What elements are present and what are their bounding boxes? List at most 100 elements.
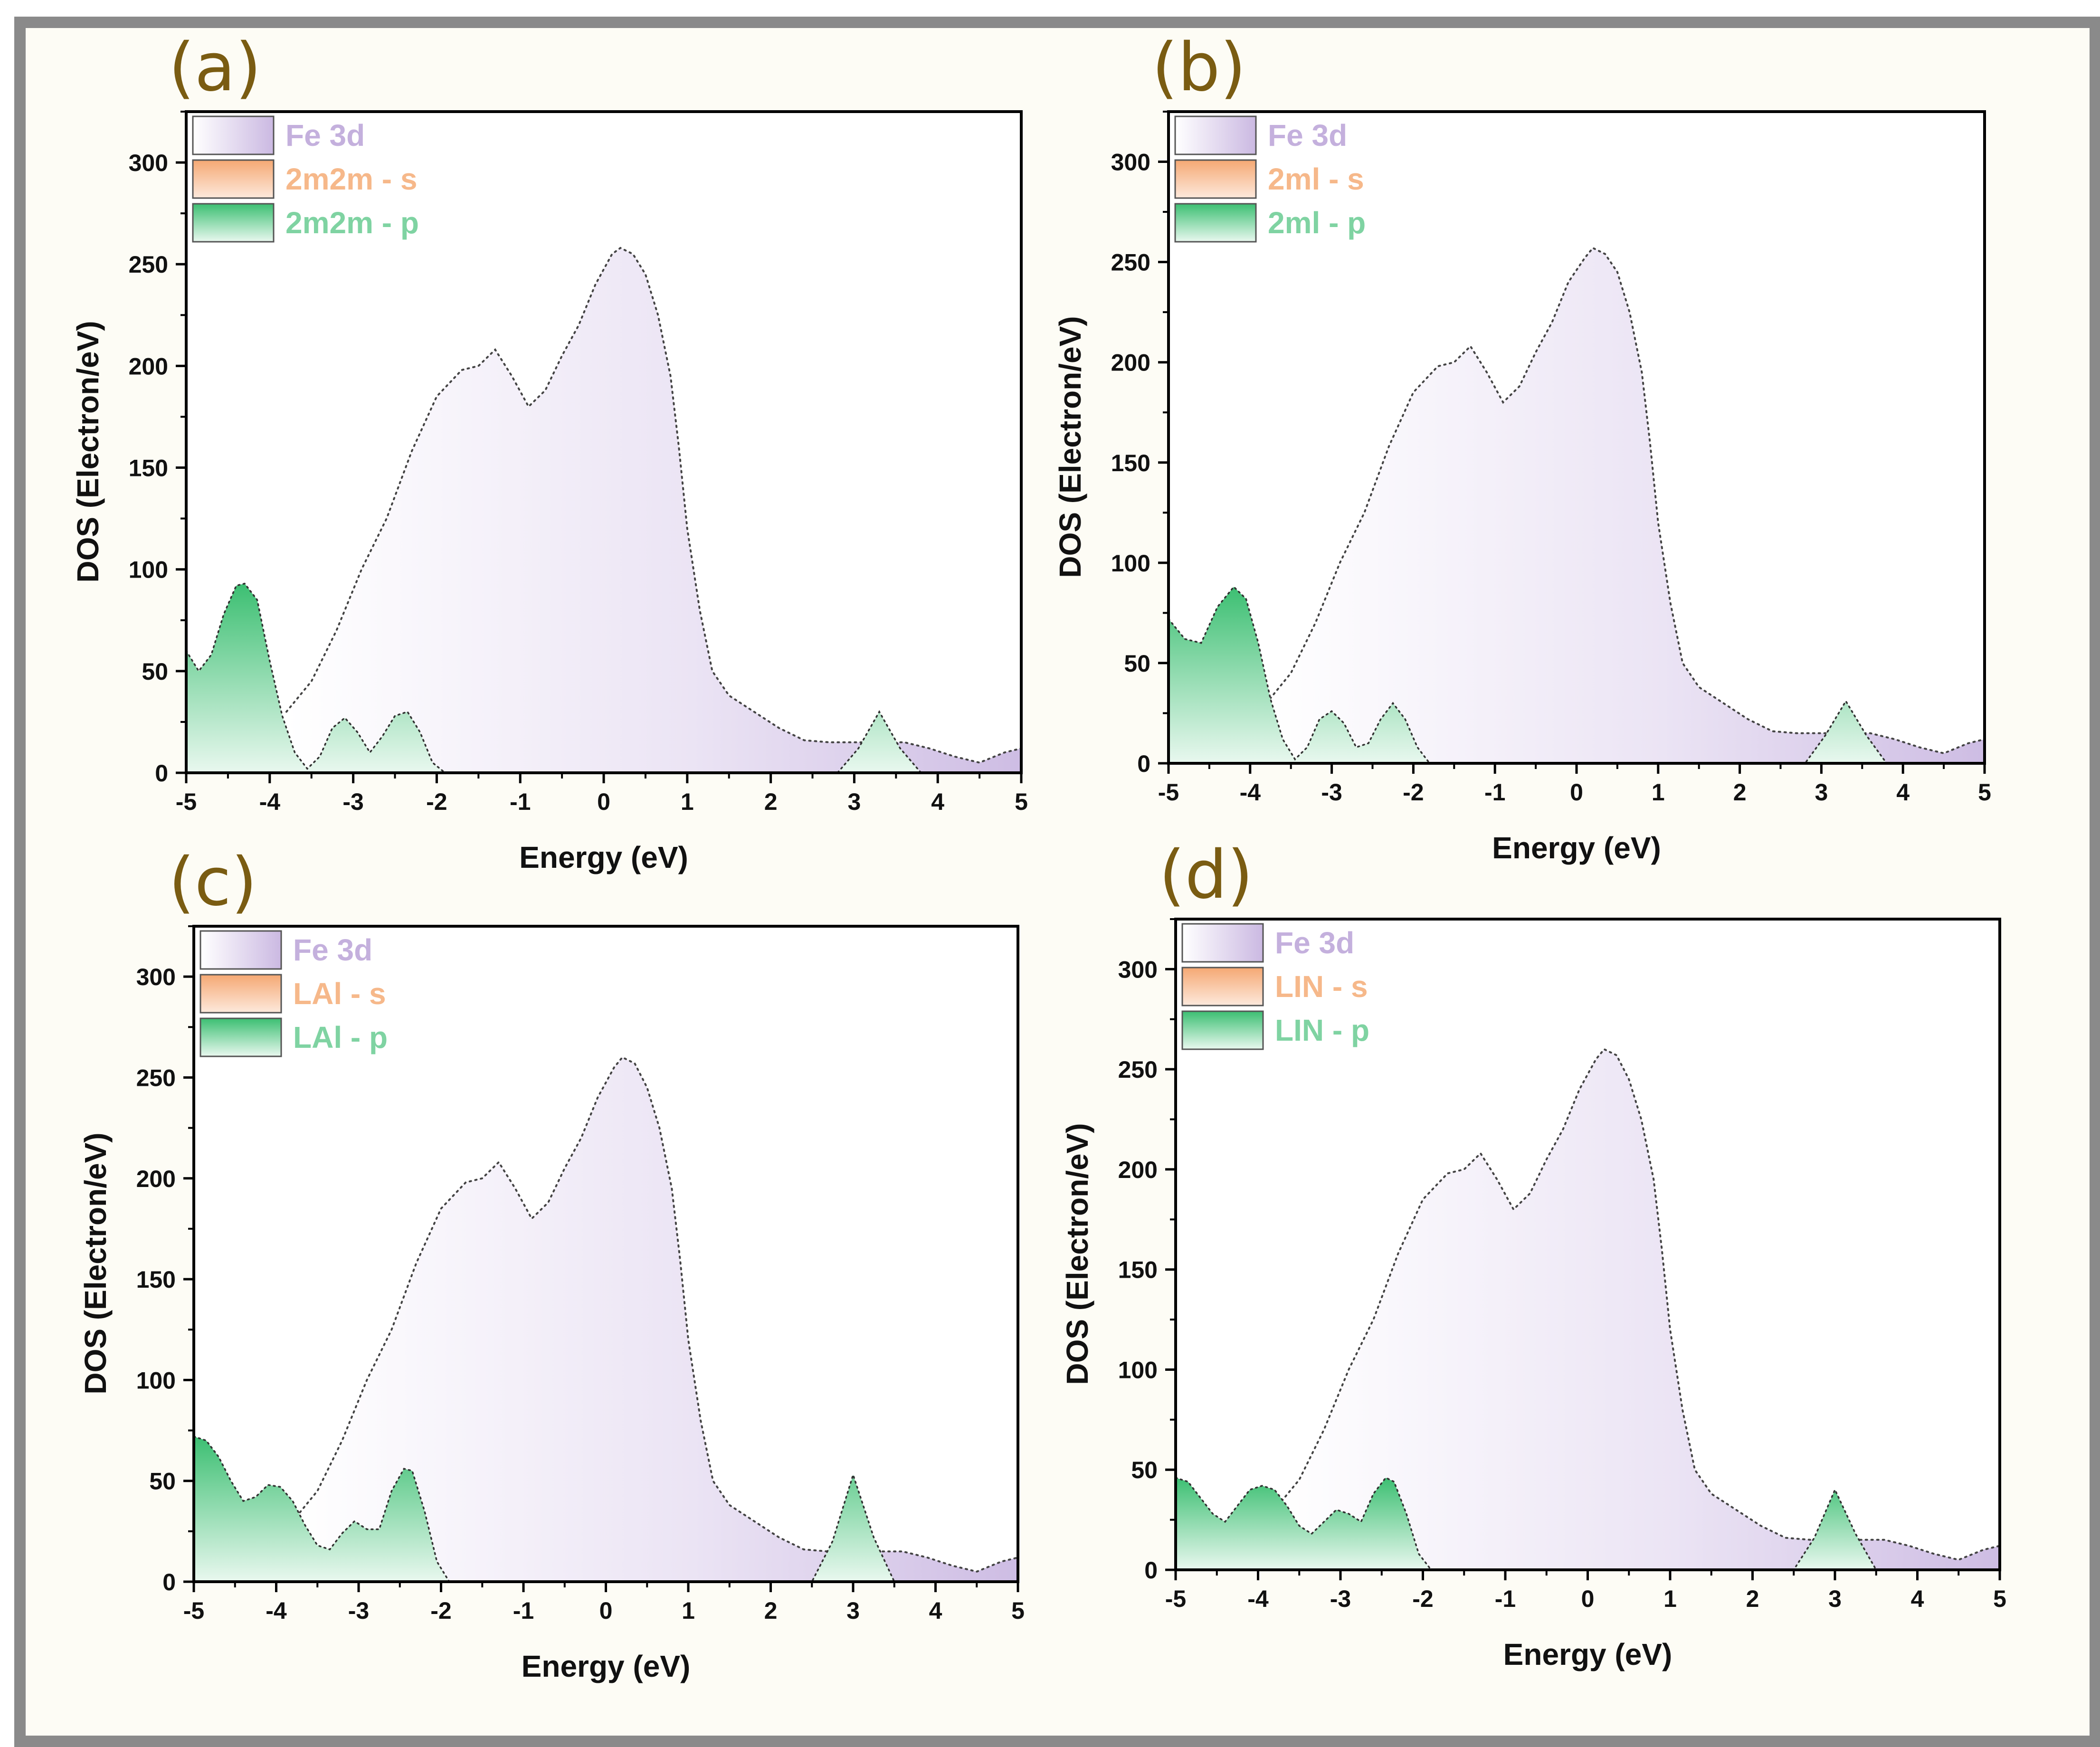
x-tick-label: 3: [847, 788, 861, 815]
y-axis-title: DOS (Electron/eV): [71, 321, 105, 582]
legend-label: Fe 3d: [1268, 118, 1347, 152]
legend-label: 2ml - s: [1268, 162, 1364, 196]
y-tick-label: 50: [142, 658, 168, 685]
x-tick-label: -1: [1495, 1586, 1516, 1612]
p-orbital-area: [194, 1436, 894, 1582]
fe3d-outline: [1273, 1048, 2001, 1561]
legend-label: Fe 3d: [293, 933, 372, 967]
legend-swatch: [200, 930, 282, 970]
legend-label: Fe 3d: [285, 118, 365, 152]
legend-swatch: [192, 159, 275, 199]
panel-label: (d): [1159, 836, 1253, 914]
legend-swatch: [1181, 1010, 1264, 1050]
legend-swatch: [200, 974, 282, 1014]
x-axis-title: Energy (eV): [519, 840, 688, 874]
panel-label: (b): [1152, 29, 1246, 106]
legend-swatch: [1174, 159, 1257, 199]
x-tick-label: 1: [1652, 779, 1665, 806]
y-tick-label: 250: [129, 251, 168, 278]
fe3d-area: [286, 247, 1022, 773]
x-tick-label: -3: [1330, 1586, 1351, 1612]
x-tick-label: -1: [1484, 779, 1505, 806]
x-tick-label: -5: [1165, 1586, 1186, 1612]
y-tick-label: 250: [136, 1064, 176, 1091]
y-tick-label: 150: [1111, 450, 1150, 476]
legend-swatch: [192, 115, 275, 155]
y-tick-label: 200: [129, 353, 168, 380]
p-orbital-area: [186, 583, 922, 773]
x-tick-label: 1: [1663, 1586, 1677, 1612]
y-tick-label: 300: [1111, 149, 1150, 176]
legend-swatch: [1174, 203, 1257, 243]
x-tick-label: 4: [929, 1597, 942, 1624]
legend-label: 2ml - p: [1268, 206, 1366, 240]
x-tick-label: 1: [681, 788, 694, 815]
y-axis-title: DOS (Electron/eV): [1060, 1123, 1094, 1385]
y-tick-label: 100: [136, 1367, 176, 1394]
legend: Fe 3d 2m2m - s 2m2m - p: [192, 115, 419, 243]
y-axis-title: DOS (Electron/eV): [1053, 316, 1087, 578]
x-tick-label: -4: [259, 788, 281, 815]
x-tick-label: 4: [1896, 779, 1910, 806]
x-tick-label: 4: [931, 788, 944, 815]
x-tick-label: -3: [342, 788, 363, 815]
x-tick-label: -2: [430, 1597, 451, 1624]
x-tick-label: -4: [1247, 1586, 1269, 1612]
y-tick-label: 50: [149, 1468, 176, 1495]
fe3d-outline: [292, 1056, 1019, 1573]
y-tick-label: 150: [1118, 1257, 1158, 1283]
x-axis-title: Energy (eV): [1492, 831, 1661, 865]
y-tick-label: 300: [129, 150, 168, 176]
x-tick-label: -4: [1240, 779, 1261, 806]
x-tick-label: -2: [1403, 779, 1424, 806]
legend-label: 2m2m - p: [285, 206, 419, 240]
x-tick-label: -4: [266, 1597, 287, 1624]
fe3d-area: [293, 1057, 1018, 1582]
x-tick-label: 0: [1581, 1586, 1595, 1612]
chart-panel-b: (b)-5 -4 -3 -2 -1 0 1 2 3 4 5050100150200250300Ene…: [1053, 29, 1991, 865]
x-tick-label: -3: [1321, 779, 1342, 806]
p-orbital-area: [1169, 587, 1887, 763]
legend-swatch: [200, 1017, 282, 1057]
legend-swatch: [1181, 923, 1264, 963]
p-orbital-area: [1176, 1478, 1876, 1570]
y-tick-label: 300: [136, 964, 176, 990]
y-tick-label: 150: [129, 455, 168, 482]
x-axis-title: Energy (eV): [522, 1649, 691, 1683]
legend: Fe 3d LAl - s LAl - p: [200, 930, 388, 1057]
y-tick-label: 250: [1118, 1056, 1158, 1083]
x-tick-label: 3: [1815, 779, 1828, 806]
y-tick-label: 50: [1124, 650, 1150, 677]
y-tick-label: 100: [1118, 1357, 1158, 1383]
y-tick-label: 100: [1111, 550, 1150, 577]
fe3d-area: [1266, 248, 1985, 763]
x-tick-label: 5: [1011, 1597, 1025, 1624]
x-tick-label: 0: [597, 788, 610, 815]
x-tick-label: -2: [1412, 1586, 1433, 1612]
x-tick-label: 2: [764, 788, 778, 815]
x-tick-label: 2: [1733, 779, 1747, 806]
panel-label: (a): [169, 29, 261, 106]
legend: Fe 3d LIN - s LIN - p: [1181, 923, 1369, 1050]
y-tick-label: 250: [1111, 249, 1150, 276]
y-tick-label: 0: [1144, 1557, 1158, 1584]
x-tick-label: 2: [764, 1597, 778, 1624]
x-tick-label: -1: [510, 788, 531, 815]
fe3d-area: [1274, 1049, 2000, 1570]
x-tick-label: 3: [1828, 1586, 1842, 1612]
x-tick-label: -5: [176, 788, 197, 815]
legend-label: LAl - s: [293, 977, 386, 1011]
y-tick-label: 200: [1118, 1157, 1158, 1183]
y-tick-label: 50: [1131, 1457, 1158, 1483]
legend-label: LIN - s: [1275, 969, 1368, 1004]
x-axis-title: Energy (eV): [1503, 1637, 1672, 1671]
x-tick-label: -2: [426, 788, 447, 815]
legend: Fe 3d 2ml - s 2ml - p: [1174, 115, 1366, 243]
y-tick-label: 200: [136, 1166, 176, 1192]
y-tick-label: 100: [129, 557, 168, 583]
x-tick-label: -3: [348, 1597, 369, 1624]
x-tick-label: 2: [1746, 1586, 1759, 1612]
x-tick-label: -1: [513, 1597, 534, 1624]
y-tick-label: 0: [1137, 750, 1150, 777]
p-orbital-outline: [1168, 585, 1888, 764]
